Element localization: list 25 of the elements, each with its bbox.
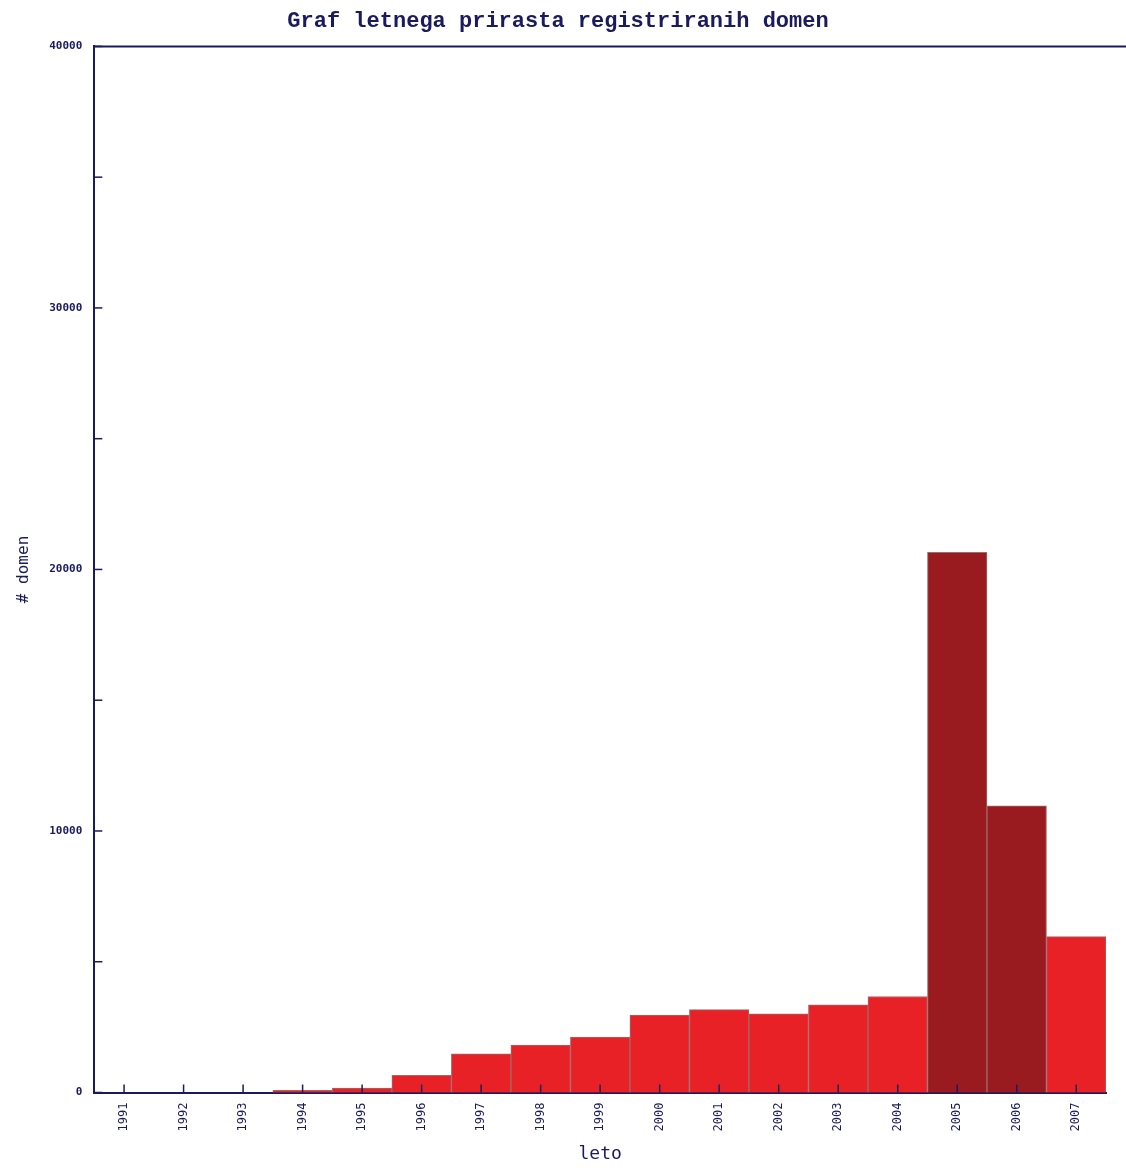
x-tick-label: 2001	[711, 1102, 726, 1132]
x-tick-label: 1993	[235, 1102, 250, 1132]
y-tick-label: 10000	[49, 823, 83, 837]
x-tick-label: 1991	[116, 1102, 131, 1132]
chart-title: Graf letnega prirasta registriranih domen	[287, 8, 829, 34]
x-tick-label: 1999	[592, 1102, 607, 1132]
x-tick-label: 2005	[949, 1102, 964, 1132]
x-axis-title: leto	[578, 1141, 622, 1163]
x-tick-label: 2002	[770, 1102, 785, 1132]
y-tick-label: 30000	[49, 300, 83, 314]
x-tick-label: 2000	[651, 1102, 666, 1132]
x-tick-label: 1994	[294, 1102, 309, 1132]
y-tick-label: 20000	[49, 562, 83, 576]
y-tick-label: 0	[75, 1085, 83, 1099]
x-tick-label: 1998	[532, 1102, 547, 1132]
x-tick-label: 2003	[830, 1102, 845, 1132]
x-tick-label: 2007	[1068, 1102, 1083, 1132]
y-tick-label: 40000	[49, 39, 83, 53]
y-axis-title: # domen	[12, 535, 32, 604]
x-tick-label: 2004	[889, 1102, 904, 1132]
x-tick-label: 1995	[354, 1102, 369, 1132]
x-tick-label: 1992	[175, 1102, 190, 1132]
x-tick-label: 2006	[1008, 1102, 1023, 1132]
x-tick-label: 1996	[413, 1102, 428, 1132]
x-tick-label: 1997	[473, 1102, 488, 1132]
